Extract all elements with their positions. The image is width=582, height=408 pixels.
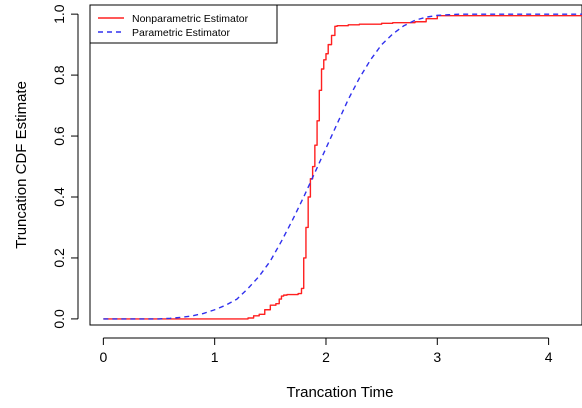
- x-axis-title: Trancation Time: [287, 384, 394, 401]
- nonparametric-estimator-line: [103, 14, 582, 320]
- legend: Nonparametric Estimator Parametric Estim…: [89, 4, 278, 44]
- x-tick-label: 0: [99, 349, 107, 365]
- legend-box: [89, 4, 278, 44]
- legend-label-parametric: Parametric Estimator: [132, 27, 231, 39]
- x-tick-label: 4: [545, 349, 553, 365]
- plot-frame: [89, 4, 582, 326]
- legend-label-nonparametric: Nonparametric Estimator: [132, 13, 249, 25]
- y-tick-label: 0.0: [51, 309, 67, 329]
- parametric-estimator-line: [103, 13, 582, 320]
- y-tick-label: 0.8: [51, 65, 67, 85]
- y-tick-label: 0.6: [51, 126, 67, 146]
- y-axis-title: Truncation CDF Estimate: [13, 81, 30, 249]
- y-tick-label: 1.0: [51, 4, 67, 24]
- y-tick-label: 0.4: [51, 187, 67, 207]
- series-layer: [103, 13, 582, 320]
- y-tick-label: 0.2: [51, 248, 67, 268]
- axes-layer: 0 1 2 3 4 0.0 0.2 0.4 0.6 0.8 1.0: [51, 4, 553, 365]
- x-tick-label: 2: [322, 349, 330, 365]
- x-tick-label: 3: [433, 349, 441, 365]
- x-tick-label: 1: [211, 349, 219, 365]
